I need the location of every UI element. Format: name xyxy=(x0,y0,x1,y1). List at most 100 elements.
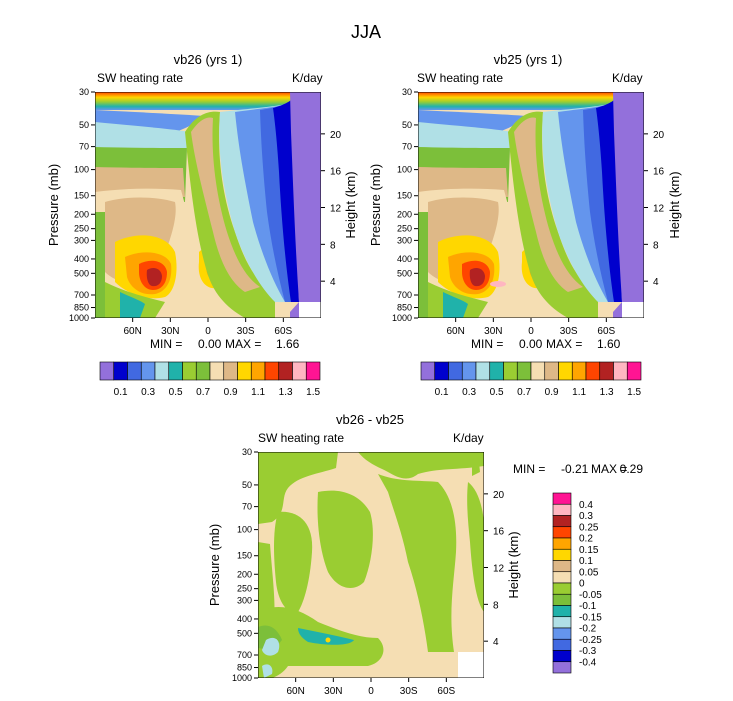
colorbar-swatch xyxy=(182,361,197,381)
colorbar-swatch xyxy=(154,361,170,381)
colorbar-swatch xyxy=(503,361,518,381)
colorbar-swatch xyxy=(264,361,280,381)
panel-right-label: K/day xyxy=(292,71,323,85)
x-tick-label: 0 xyxy=(368,686,374,697)
colorbar-swatch xyxy=(223,361,238,381)
panel-diff: vb26 - vb25 SW heating rate K/day Pressu… xyxy=(207,412,643,697)
colorbar-label: 1.5 xyxy=(627,387,641,398)
colorbar-swatch xyxy=(552,492,572,505)
y2-tick-label: 20 xyxy=(493,490,505,501)
y-tick-label: 700 xyxy=(397,290,412,300)
y-tick-label: 50 xyxy=(79,120,89,130)
y-tick-label: 400 xyxy=(74,254,89,264)
y2-tick-label: 4 xyxy=(493,637,499,648)
x-tick-label: 30N xyxy=(324,686,342,697)
max-label: MAX = xyxy=(591,462,627,476)
colorbar-swatch xyxy=(552,582,572,595)
colorbar: 0.1 0.3 0.5 0.7 0.9 1.1 1.3 1.5 xyxy=(420,361,642,398)
y-tick-label: 700 xyxy=(237,650,252,660)
panel-left-label: SW heating rate xyxy=(97,71,183,85)
colorbar-label: -0.25 xyxy=(579,635,602,646)
y-tick-label: 200 xyxy=(237,569,252,579)
y2-tick-label: 12 xyxy=(493,564,505,575)
panel-vb26: vb26 (yrs 1) SW heating rate K/day xyxy=(46,52,358,398)
y-tick-label: 200 xyxy=(74,209,89,219)
y2-tick-label: 8 xyxy=(653,240,659,251)
colorbar-swatch xyxy=(489,361,504,381)
y-tick-label: 700 xyxy=(74,290,89,300)
colorbar-label: 0.1 xyxy=(435,387,449,398)
colorbar-swatch xyxy=(448,361,463,381)
x-tick-label: 0 xyxy=(528,326,534,337)
y-tick-label: 250 xyxy=(397,224,412,234)
y-tick-label: 1000 xyxy=(392,313,412,323)
colorbar-swatch xyxy=(571,361,587,381)
colorbar-swatch xyxy=(434,361,449,381)
y-tick-label: 100 xyxy=(74,165,89,175)
colorbar-label: 0.7 xyxy=(517,387,531,398)
min-value: 0.00 xyxy=(198,337,222,351)
colorbar-swatch xyxy=(530,361,546,381)
panel-title: vb26 - vb25 xyxy=(336,412,404,427)
colorbar-swatch xyxy=(552,593,572,606)
y-tick-label: 50 xyxy=(242,480,252,490)
y-tick-label: 850 xyxy=(237,663,252,673)
x-axis: 60N 30N 0 30S 60S xyxy=(446,318,616,337)
x-tick-label: 0 xyxy=(205,326,211,337)
colorbar-swatch xyxy=(292,361,307,381)
ylabel: Pressure (mb) xyxy=(207,524,222,606)
colorbar-label: -0.15 xyxy=(579,612,602,623)
colorbar-label: -0.05 xyxy=(579,590,602,601)
y-tick-label: 100 xyxy=(397,165,412,175)
colorbar-label: 0.05 xyxy=(579,567,599,578)
ylabel-right: Height (km) xyxy=(667,171,682,238)
colorbar-swatch xyxy=(113,361,128,381)
h-axis-right: 20 16 12 8 4 xyxy=(321,130,342,288)
panel-right-label: K/day xyxy=(612,71,643,85)
y-tick-label: 500 xyxy=(74,268,89,278)
colorbar-label: 1.5 xyxy=(306,387,320,398)
x-tick-label: 60N xyxy=(286,686,304,697)
colorbar-swatch xyxy=(552,650,572,663)
h-axis-right: 20 16 12 8 4 xyxy=(484,490,505,648)
colorbar: 0.1 0.3 0.5 0.7 0.9 1.1 1.3 1.5 xyxy=(99,361,321,398)
colorbar-label: 0.3 xyxy=(141,387,155,398)
colorbar-swatch xyxy=(552,515,572,528)
max-value: 1.60 xyxy=(597,337,621,351)
colorbar-swatch xyxy=(305,361,321,381)
x-tick-label: 30S xyxy=(237,326,255,337)
colorbar-swatch xyxy=(420,361,436,381)
y2-tick-label: 16 xyxy=(493,527,505,538)
colorbar-swatch xyxy=(250,361,266,381)
panel-title: vb26 (yrs 1) xyxy=(174,52,243,67)
colorbar-swatch xyxy=(552,537,572,550)
x-tick-label: 30N xyxy=(161,326,179,337)
colorbar-label: 0 xyxy=(579,579,585,590)
colorbar-label: -0.3 xyxy=(579,646,597,657)
colorbar-swatch xyxy=(127,361,142,381)
ylabel-right: Height (km) xyxy=(506,531,521,598)
x-tick-label: 30S xyxy=(560,326,578,337)
x-tick-label: 60S xyxy=(437,686,455,697)
y-tick-label: 70 xyxy=(402,142,412,152)
colorbar-swatch xyxy=(613,361,628,381)
y-tick-label: 250 xyxy=(74,224,89,234)
colorbar-swatch xyxy=(558,361,573,381)
colorbar-label: 0.7 xyxy=(196,387,210,398)
x-tick-label: 60N xyxy=(123,326,141,337)
ylabel-right: Height (km) xyxy=(343,171,358,238)
y-tick-label: 400 xyxy=(397,254,412,264)
x-tick-label: 30N xyxy=(484,326,502,337)
max-label: MAX = xyxy=(546,337,582,351)
min-value: 0.00 xyxy=(519,337,543,351)
y2-tick-label: 4 xyxy=(653,277,659,288)
colorbar-label: 0.9 xyxy=(545,387,559,398)
y-tick-label: 1000 xyxy=(69,313,89,323)
y-tick-label: 250 xyxy=(237,584,252,594)
colorbar-swatch xyxy=(461,361,477,381)
max-label: MAX = xyxy=(225,337,261,351)
ylabel: Pressure (mb) xyxy=(46,164,61,246)
contour-plot xyxy=(95,92,321,318)
y-tick-label: 850 xyxy=(74,303,89,313)
